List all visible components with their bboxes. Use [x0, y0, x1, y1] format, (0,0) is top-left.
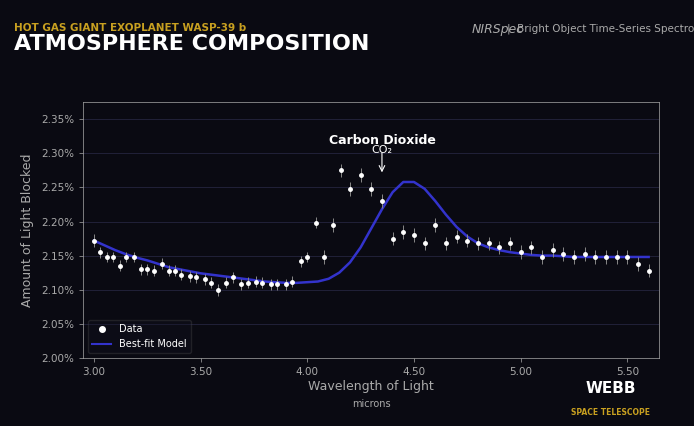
Text: ATMOSPHERE COMPOSITION: ATMOSPHERE COMPOSITION	[14, 34, 369, 54]
Text: NIRSpec: NIRSpec	[472, 23, 524, 37]
Legend: Data, Best-fit Model: Data, Best-fit Model	[88, 320, 191, 353]
Text: |  Bright Object Time-Series Spectroscopy: | Bright Object Time-Series Spectroscopy	[507, 23, 694, 34]
Text: SPACE TELESCOPE: SPACE TELESCOPE	[571, 409, 650, 417]
Text: WEBB: WEBB	[586, 381, 636, 396]
Text: microns: microns	[352, 399, 391, 409]
Y-axis label: Amount of Light Blocked: Amount of Light Blocked	[22, 153, 34, 307]
Text: Carbon Dioxide: Carbon Dioxide	[328, 133, 435, 147]
Text: HOT GAS GIANT EXOPLANET WASP-39 b: HOT GAS GIANT EXOPLANET WASP-39 b	[14, 23, 246, 33]
Text: CO₂: CO₂	[371, 145, 393, 155]
X-axis label: Wavelength of Light: Wavelength of Light	[308, 380, 434, 393]
